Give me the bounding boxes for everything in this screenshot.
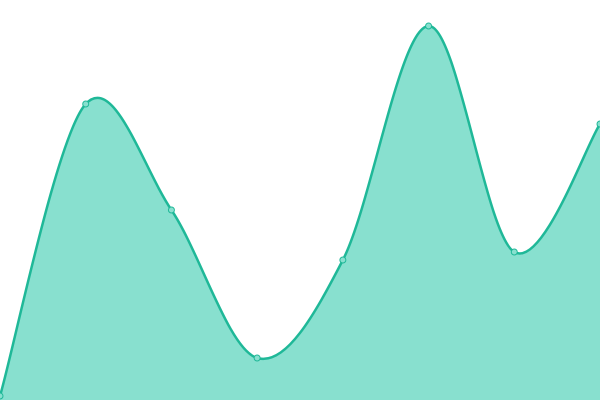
data-point xyxy=(596,120,600,128)
data-point xyxy=(253,354,261,362)
data-point xyxy=(82,100,90,108)
data-point xyxy=(339,256,347,264)
data-point xyxy=(425,22,433,30)
data-point xyxy=(0,392,4,400)
data-point xyxy=(510,248,518,256)
data-point xyxy=(167,206,175,214)
area-fill xyxy=(0,25,600,400)
